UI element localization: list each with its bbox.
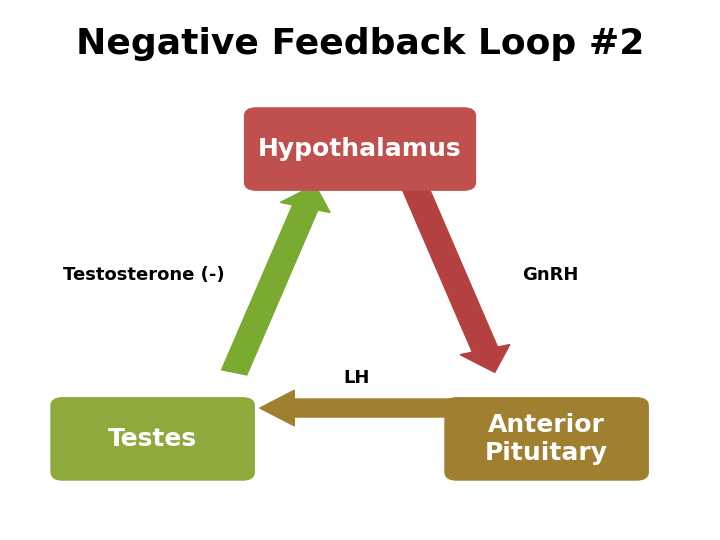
Text: LH: LH <box>343 369 370 387</box>
Text: Anterior
Pituitary: Anterior Pituitary <box>485 413 608 465</box>
FancyArrow shape <box>222 185 330 375</box>
Text: Testes: Testes <box>108 427 197 451</box>
Text: GnRH: GnRH <box>523 266 579 284</box>
Text: Testosterone (-): Testosterone (-) <box>63 266 225 284</box>
Text: Negative Feedback Loop #2: Negative Feedback Loop #2 <box>76 27 644 61</box>
FancyArrow shape <box>401 182 510 373</box>
FancyBboxPatch shape <box>50 397 255 481</box>
FancyBboxPatch shape <box>444 397 649 481</box>
Text: Hypothalamus: Hypothalamus <box>258 137 462 161</box>
FancyBboxPatch shape <box>244 107 476 191</box>
FancyArrow shape <box>260 390 456 426</box>
